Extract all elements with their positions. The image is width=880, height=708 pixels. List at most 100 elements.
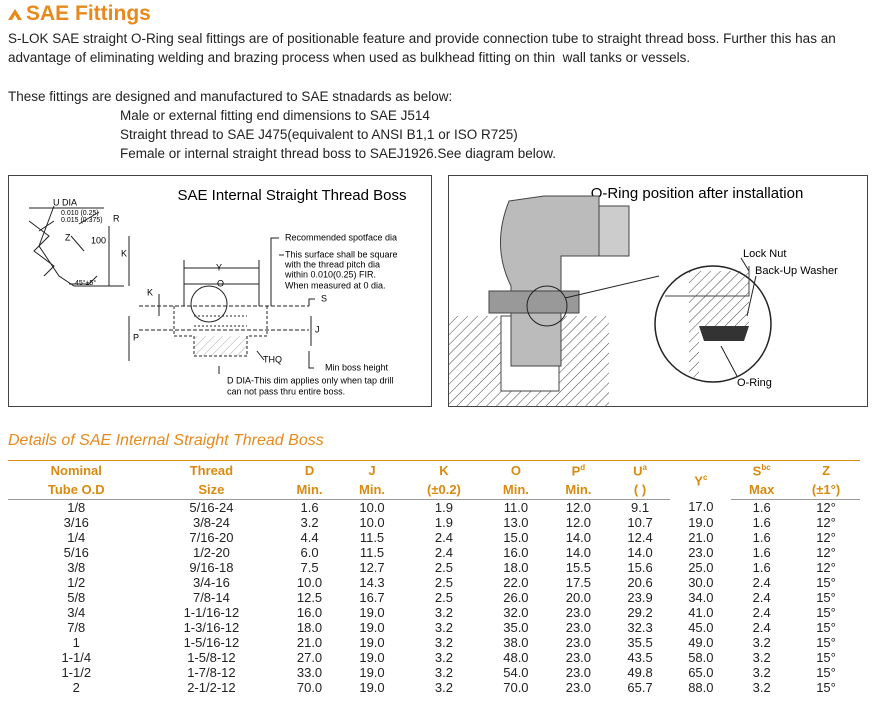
table-cell: 23.0 [565, 604, 592, 620]
note-line: can not pass thru entire boss. [227, 386, 345, 396]
table-cell: 12.0 [565, 514, 592, 530]
table-row: 7/8 1-3/16-12 18.0 19.0 3.2 35.0 23.0 32.3 45.0 2… [8, 620, 860, 635]
table-cell: 3/4-16 [192, 574, 230, 590]
table-cell: 2.4 [434, 544, 453, 560]
header-label: S [752, 463, 762, 479]
table-cell: 19.0 [359, 664, 385, 680]
table-cell: 2.4 [752, 589, 771, 605]
header-sup: a [642, 462, 647, 472]
column-header: Sbc [731, 460, 793, 480]
note-line: D DIA-This dim applies only when tap dri… [227, 375, 394, 385]
table-cell: 1-1/16-12 [183, 604, 240, 620]
table-cell: 58.0 [688, 649, 714, 665]
table-cell: 23.0 [688, 544, 714, 560]
standards-lead: These fittings are designed and manufact… [8, 89, 453, 104]
label: U DIA [53, 197, 77, 207]
table-cell: 22.0 [503, 574, 529, 590]
table-cell: 70.0 [296, 679, 323, 695]
table-cell: 10.0 [296, 574, 323, 590]
table-row: 5/8 7/8-14 12.5 16.7 2.5 26.0 20.0 23.9 34.0 2.4 1… [8, 590, 860, 605]
table-row: 2 2-1/2-12 70.0 19.0 3.2 70.0 23.0 65.7 88.0 3.2 1… [8, 680, 860, 695]
table-row: 3/16 3/8-24 3.2 10.0 1.9 13.0 12.0 10.7 19.0 1.6 1… [8, 515, 860, 530]
table-cell: 15° [816, 649, 836, 665]
standard-item: Female or internal straight thread boss … [120, 146, 556, 161]
label: P [133, 332, 139, 342]
boss-diagram: SAE Internal Straight Thread Boss U DIA … [8, 175, 432, 407]
oring-diagram: O-Ring position after installation Lock … [448, 175, 868, 407]
label: THQ [263, 354, 282, 364]
header-row: Tube O.D Size Min. Min. (±0.2) Min. Min.( ) Max… [8, 480, 860, 500]
column-header: Thread [144, 460, 279, 480]
table-cell: 35.5 [627, 634, 653, 650]
table-cell: 33.0 [296, 664, 323, 680]
label: 0.010 (0.25) [61, 210, 99, 217]
table-row: 1-1/4 1-5/8-12 27.0 19.0 3.2 48.0 23.0 43.5 58.0… [8, 650, 860, 665]
diagram-title: SAE Internal Straight Thread Boss [177, 187, 406, 204]
table-cell: 3.2 [434, 679, 453, 695]
table-cell: 3.2 [434, 619, 453, 635]
table-cell: 23.0 [565, 679, 592, 695]
table-cell: 3/16 [63, 514, 89, 530]
table-cell: 15° [816, 604, 836, 620]
label: K [147, 287, 153, 297]
table-cell: 19.0 [359, 619, 385, 635]
table-cell: 6.0 [300, 544, 319, 560]
column-subheader: Min. [278, 480, 341, 500]
table-cell: 3/8-24 [192, 514, 230, 530]
table-cell: 14.0 [565, 529, 592, 545]
header-label: D [304, 463, 315, 478]
label: 45°±5° [75, 279, 96, 287]
table-cell: 3.2 [434, 649, 453, 665]
table-cell: 3.2 [434, 604, 453, 620]
label: O-Ring [737, 377, 772, 389]
table-cell: 65.0 [688, 664, 714, 680]
table-cell: 15.5 [565, 559, 592, 575]
table-cell: 3.2 [434, 664, 453, 680]
table-cell: 20.0 [565, 589, 592, 605]
table-cell: 41.0 [688, 604, 714, 620]
column-header: J [340, 460, 404, 480]
table-cell: 34.0 [688, 589, 714, 605]
table-cell: 2.5 [434, 559, 453, 575]
table-cell: 3/4 [67, 604, 86, 620]
label: R [113, 213, 120, 223]
table-cell: 38.0 [503, 634, 529, 650]
table-cell: 16.0 [503, 544, 529, 560]
table-cell: 3.2 [752, 664, 771, 680]
title-icon [8, 9, 22, 20]
table-row: 1/4 7/16-20 4.4 11.5 2.4 15.0 14.0 12.4 21.0 1.6 1… [8, 530, 860, 545]
table-cell: 16.0 [296, 604, 323, 620]
table-cell: 12.0 [565, 499, 592, 515]
label: 100 [91, 235, 106, 245]
table-cell: 70.0 [503, 679, 529, 695]
table-cell: 18.0 [296, 619, 323, 635]
table-cell: 15.6 [627, 559, 653, 575]
table-cell: 25.0 [688, 559, 714, 575]
table-row: 5/16 1/2-20 6.0 11.5 2.4 16.0 14.0 14.0 23.0 1.6 1… [8, 545, 860, 560]
label: S [321, 293, 327, 303]
table-cell: 27.0 [296, 649, 323, 665]
label: Lock Nut [743, 248, 786, 260]
table-cell: 1.6 [300, 499, 319, 515]
table-cell: 14.0 [565, 544, 592, 560]
table-cell: 21.0 [688, 529, 714, 545]
label: Min boss height [325, 362, 389, 372]
note-line: When measured at 0 dia. [285, 280, 386, 290]
column-header: Pd [547, 460, 610, 480]
table-cell: 35.0 [503, 619, 529, 635]
table-cell: 88.0 [688, 679, 714, 695]
header-sup: d [580, 462, 586, 472]
header-label: Nominal [50, 463, 102, 478]
table-cell: 1-7/8-12 [187, 664, 236, 680]
table-row: 1/2 3/4-16 10.0 14.3 2.5 22.0 17.5 20.6 30.0 2.4 1… [8, 575, 860, 590]
table-cell: 23.0 [565, 619, 592, 635]
table-cell: 1/8 [67, 499, 86, 515]
table-cell: 10.0 [359, 514, 385, 530]
table-row: 1 1-5/16-12 21.0 19.0 3.2 38.0 23.0 35.5 49.0 3.2… [8, 635, 860, 650]
table-cell: 12.5 [296, 589, 323, 605]
header-label: J [368, 463, 376, 478]
column-header: Z [792, 460, 860, 480]
column-subheader: (±1°) [792, 480, 860, 500]
table-cell: 19.0 [688, 514, 714, 530]
